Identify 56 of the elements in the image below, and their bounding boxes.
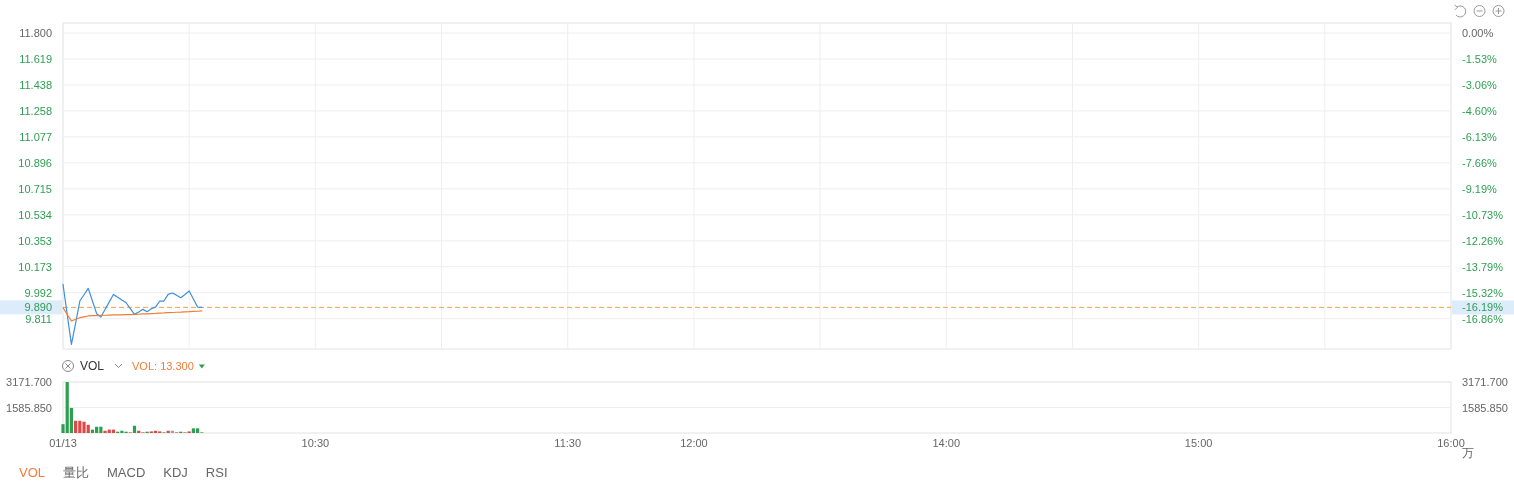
text: 量比 (63, 464, 90, 480)
x-tick-label: 12:00 (680, 437, 708, 449)
x-tick-label: 15:00 (1184, 437, 1213, 449)
bar (65, 382, 69, 433)
y-tick-label: 11.619 (19, 53, 52, 66)
text: KDJ (163, 464, 188, 480)
bar (86, 424, 90, 433)
bar (103, 430, 107, 433)
ref-line-label: 9.890 (24, 301, 52, 314)
y2-tick-label: -13.79% (1462, 260, 1504, 273)
y2-tick-label: -6.13% (1462, 130, 1498, 143)
y-tick-label: 11.258 (19, 104, 52, 117)
y2-tick-label: -7.66% (1462, 156, 1498, 169)
y-tick-label: 11.438 (19, 79, 52, 92)
x-tick-label: 14:00 (932, 437, 961, 449)
y-tick-label: 9.992 (24, 286, 52, 299)
bar (82, 421, 86, 433)
line-series (62, 307, 203, 322)
y2-tick-label: -4.60% (1462, 104, 1498, 117)
y2-tick-label: -12.26% (1462, 234, 1504, 247)
y-tick-label: 10.173 (18, 260, 52, 273)
bar (132, 425, 137, 433)
bar (191, 428, 195, 433)
x-tick-label: 10:30 (301, 437, 330, 449)
y-tick-label: 1585.850 (6, 401, 52, 414)
bar (78, 420, 82, 433)
line-series (62, 283, 203, 345)
bar (196, 428, 200, 433)
text: RSI (205, 464, 228, 480)
y-tick-label: 10.534 (18, 208, 52, 221)
y2-tick-label: -10.73% (1462, 208, 1504, 221)
y-tick-label: 11.800 (19, 27, 52, 40)
y-tick-label: 10.896 (18, 156, 52, 169)
x-tick-label: 01/13 (49, 437, 77, 449)
text: MACD (107, 464, 146, 480)
y2-tick-label: -16.86% (1462, 312, 1504, 325)
text: VOL (80, 359, 105, 373)
y2-tick-label: -3.06% (1462, 78, 1498, 91)
y2-tick-label: -9.19% (1462, 182, 1498, 195)
y-tick-label: 9.811 (25, 312, 52, 325)
y-tick-label: 11.077 (19, 130, 52, 143)
y2-tick-label: -1.53% (1462, 52, 1498, 65)
y2-tick-label: 3171.700 (1462, 376, 1508, 388)
y2-tick-label: 0.00% (1462, 27, 1494, 39)
text: VOL (19, 464, 46, 480)
text: VOL: 13.300 (132, 360, 194, 372)
y2-tick-label: -15.32% (1462, 286, 1504, 299)
bar (74, 420, 78, 433)
y-tick-label: 10.353 (18, 234, 52, 247)
y-tick-label: 3171.700 (6, 376, 52, 388)
y-tick-label: 10.715 (18, 182, 52, 195)
y2-tick-label: -16.19% (1462, 301, 1504, 314)
x-tick-label: 11:30 (554, 437, 582, 449)
y2-tick-label: 1585.850 (1462, 401, 1508, 414)
bar (95, 426, 99, 433)
bar (99, 426, 103, 433)
